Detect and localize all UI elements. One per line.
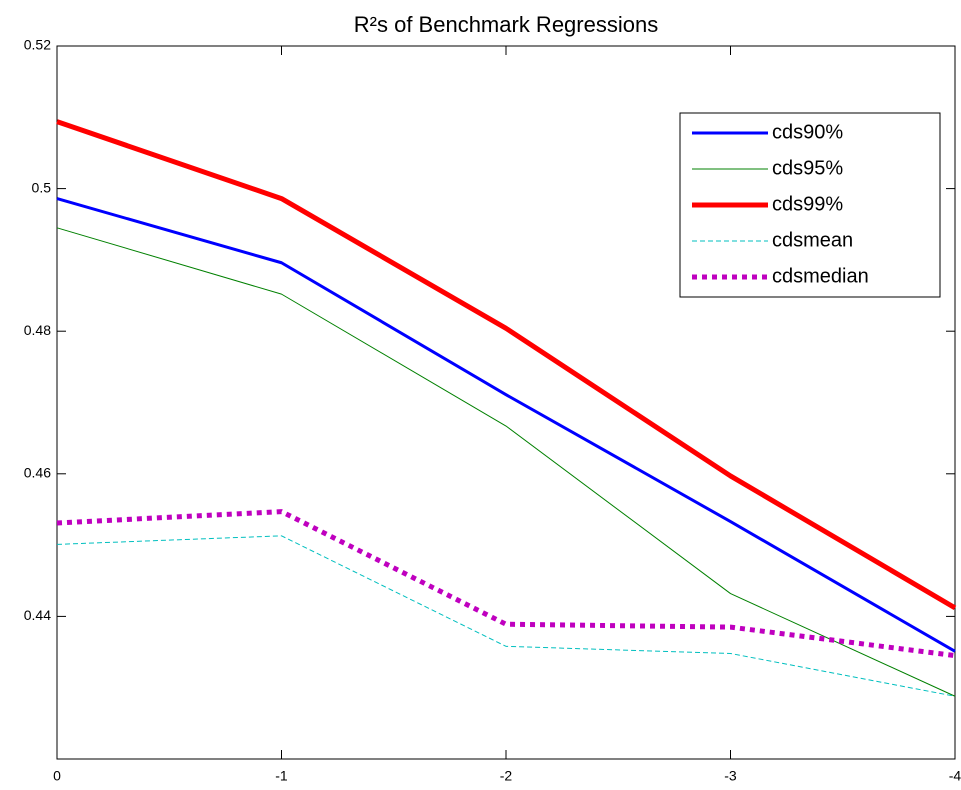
- legend-label: cds95%: [772, 157, 843, 179]
- y-tick-label: 0.48: [24, 322, 51, 338]
- x-tick-label: 0: [53, 768, 61, 784]
- y-tick-label: 0.52: [24, 37, 51, 53]
- x-tick-label: -3: [724, 768, 737, 784]
- x-tick-label: -1: [275, 768, 288, 784]
- y-tick-label: 0.44: [24, 607, 51, 623]
- chart-title: R²s of Benchmark Regressions: [354, 12, 658, 37]
- legend-label: cds99%: [772, 193, 843, 215]
- legend-label: cds90%: [772, 121, 843, 143]
- y-tick-label: 0.5: [32, 179, 52, 195]
- series-line: [56, 227, 956, 697]
- legend-label: cdsmean: [772, 229, 853, 251]
- y-tick-label: 0.46: [24, 465, 51, 481]
- series-line: [56, 197, 956, 653]
- series-line: [56, 119, 957, 610]
- legend: cds90% cds95% cds99% cdsmean cdsmedian: [679, 112, 941, 298]
- x-tick-label: -2: [500, 768, 513, 784]
- series-line: [56, 535, 956, 697]
- x-tick-label: -4: [949, 768, 961, 784]
- legend-label: cdsmedian: [772, 265, 869, 287]
